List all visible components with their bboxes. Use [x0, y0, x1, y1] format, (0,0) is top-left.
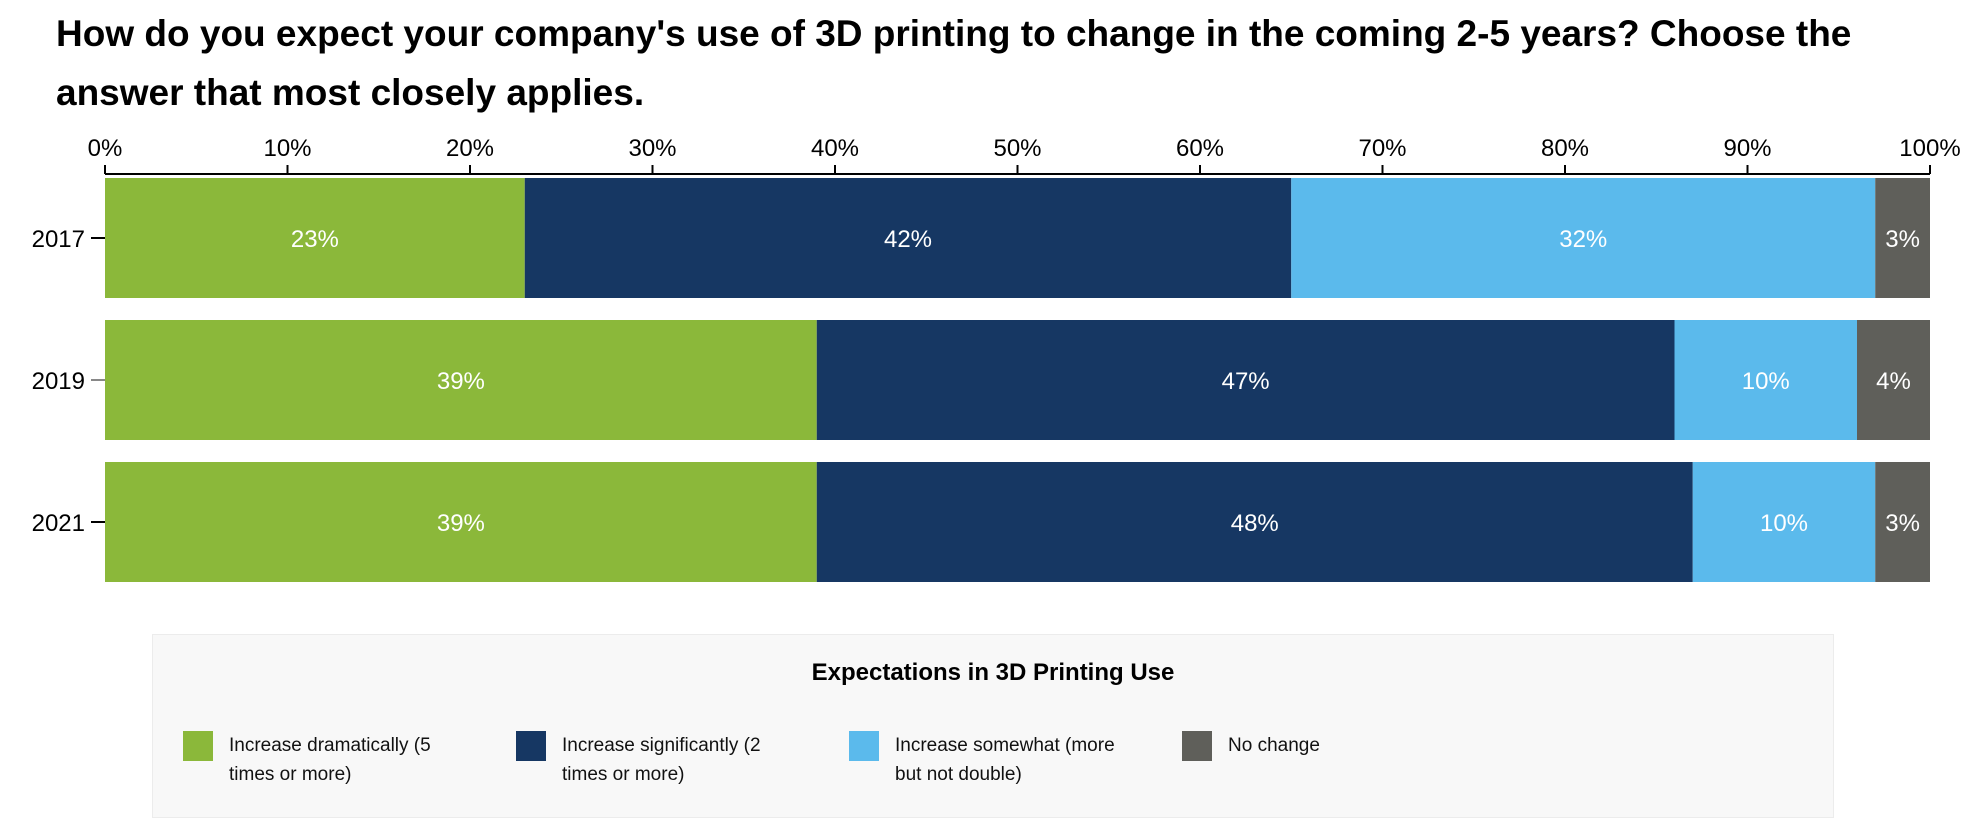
category-label: 2017 — [32, 226, 85, 253]
legend-item-increase-dramatically: Increase dramatically (5 times or more) — [183, 731, 473, 789]
legend-swatch — [1182, 731, 1212, 761]
x-tick-label: 20% — [446, 135, 494, 162]
bar-value-label: 3% — [1885, 226, 1920, 253]
x-tick-label: 100% — [1899, 135, 1960, 162]
category-label: 2019 — [32, 368, 85, 395]
x-tick-label: 60% — [1176, 135, 1224, 162]
bar-segment — [105, 178, 525, 298]
bar-segment — [1291, 178, 1876, 298]
bar-segment — [105, 320, 817, 440]
legend-swatch — [183, 731, 213, 761]
bar-value-label: 23% — [291, 226, 339, 253]
bar-value-label: 3% — [1885, 510, 1920, 537]
bar-value-label: 4% — [1876, 368, 1911, 395]
x-tick-label: 50% — [993, 135, 1041, 162]
bar-value-label: 39% — [437, 510, 485, 537]
bar-value-label: 47% — [1222, 368, 1270, 395]
bar-value-label: 10% — [1742, 368, 1790, 395]
legend-swatch — [849, 731, 879, 761]
x-tick-label: 80% — [1541, 135, 1589, 162]
bar-value-label: 48% — [1231, 510, 1279, 537]
legend-label: Increase dramatically (5 times or more) — [229, 735, 431, 785]
bar-value-label: 42% — [884, 226, 932, 253]
legend-label: No change — [1228, 735, 1320, 756]
legend-label: Increase somewhat (more but not double) — [895, 735, 1115, 785]
bar-segment — [816, 462, 1693, 582]
bar-segment — [816, 320, 1675, 440]
bar-value-label: 10% — [1760, 510, 1808, 537]
bar-segment — [1875, 178, 1930, 298]
bar-segment — [1875, 462, 1930, 582]
legend-label: Increase significantly (2 times or more) — [562, 735, 761, 785]
x-tick-label: 0% — [88, 135, 123, 162]
bar-segment — [105, 462, 817, 582]
x-tick-label: 10% — [263, 135, 311, 162]
x-tick-label: 70% — [1358, 135, 1406, 162]
legend-swatch — [516, 731, 546, 761]
bar-segment — [1674, 320, 1857, 440]
bar-segment — [1692, 462, 1876, 582]
x-tick-label: 90% — [1723, 135, 1771, 162]
bar-segment — [1857, 320, 1930, 440]
chart-title: How do you expect your company's use of … — [56, 13, 1852, 113]
x-tick-label: 40% — [811, 135, 859, 162]
legend-title: Expectations in 3D Printing Use — [811, 659, 1175, 686]
bar-value-label: 39% — [437, 368, 485, 395]
category-label: 2021 — [32, 510, 85, 537]
legend-item-no-change: No change — [1182, 731, 1472, 761]
legend-item-increase-significantly: Increase significantly (2 times or more) — [516, 731, 806, 789]
legend: Expectations in 3D Printing Use Increase… — [152, 634, 1834, 818]
x-tick-label: 30% — [628, 135, 676, 162]
legend-item-increase-somewhat: Increase somewhat (more but not double) — [849, 731, 1139, 789]
bar-value-label: 32% — [1559, 226, 1607, 253]
bar-segment — [524, 178, 1292, 298]
